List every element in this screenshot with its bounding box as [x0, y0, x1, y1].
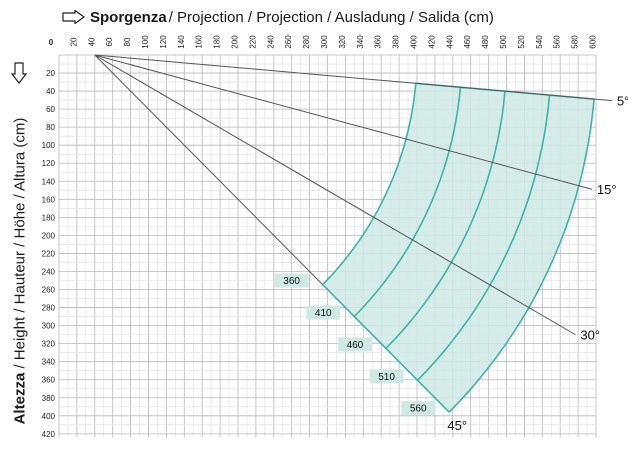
x-tick-label: 120 — [159, 35, 168, 49]
y-tick-label: 20 — [46, 69, 55, 78]
x-tick-label: 320 — [338, 35, 347, 49]
y-tick-label: 280 — [42, 304, 56, 313]
x-tick-label: 480 — [481, 35, 490, 49]
y-tick-label: 260 — [42, 286, 56, 295]
y-tick-label: 380 — [42, 394, 56, 403]
arm-length-label: 560 — [410, 404, 427, 415]
x-tick-label: 560 — [553, 35, 562, 49]
y-tick-label: 140 — [42, 177, 56, 186]
angle-line — [94, 54, 593, 190]
x-tick-label: 160 — [195, 35, 204, 49]
y-tick-label: 320 — [42, 340, 56, 349]
y-tick-label: 200 — [42, 231, 56, 240]
y-tick-label: 40 — [46, 87, 55, 96]
x-tick-label: 20 — [69, 37, 78, 46]
x-tick-label: 500 — [499, 35, 508, 49]
y-tick-label: 340 — [42, 358, 56, 367]
x-tick-label: 280 — [302, 35, 311, 49]
x-tick-label: 80 — [123, 37, 132, 46]
angle-lines — [94, 54, 612, 413]
x-tick-label: 580 — [571, 35, 580, 49]
arm-arc — [353, 87, 462, 318]
coverage-bottom-edge — [322, 284, 450, 413]
arm-length-box — [337, 337, 372, 352]
angle-line — [94, 54, 576, 336]
y-tick-label: 300 — [42, 322, 56, 331]
arm-length-box — [306, 305, 341, 320]
x-tick-label: 220 — [248, 35, 257, 49]
arm-arc — [417, 95, 551, 381]
y-tick-label: 220 — [42, 249, 56, 258]
arm-length-box — [274, 273, 309, 288]
y-tick-labels: 20 40 60 80 100 120 140 160 180 200 220 240 260 280 30… — [42, 69, 56, 439]
angle-label: 30° — [580, 328, 600, 343]
y-tick-label: 420 — [42, 430, 56, 439]
x-tick-labels: 20 40 60 80 100 120 140 160 180 200 220 240 260 280 30… — [69, 35, 597, 49]
y-tick-label: 100 — [42, 141, 56, 150]
x-tick-label: 260 — [284, 35, 293, 49]
y-tick-label: 400 — [42, 412, 56, 421]
angle-line — [94, 54, 612, 102]
x-tick-label: 40 — [87, 37, 96, 46]
y-tick-label: 60 — [46, 105, 55, 114]
x-tick-label: 180 — [213, 35, 222, 49]
arm-length-labels: 360 410 460 510 560 — [274, 273, 436, 416]
x-zero-label: 0 — [49, 38, 54, 47]
x-tick-label: 440 — [445, 35, 454, 49]
y-tick-label: 360 — [42, 376, 56, 385]
angle-label: 15° — [597, 182, 617, 197]
arm-length-label: 360 — [283, 276, 300, 287]
x-tick-label: 460 — [463, 35, 472, 49]
x-tick-label: 420 — [427, 35, 436, 49]
x-tick-label: 60 — [105, 37, 114, 46]
x-tick-label: 400 — [410, 35, 419, 49]
right-arrow-icon — [62, 10, 86, 24]
x-tick-label: 100 — [141, 35, 150, 49]
x-tick-label: 200 — [231, 35, 240, 49]
arm-arc — [448, 98, 595, 413]
x-tick-label: 380 — [392, 35, 401, 49]
header-bold: Sporgenza — [90, 8, 167, 26]
x-tick-label: 300 — [320, 35, 329, 49]
arm-arc — [385, 91, 506, 349]
angle-label: 45° — [447, 418, 467, 433]
y-tick-label: 180 — [42, 213, 56, 222]
arm-length-box — [401, 401, 436, 416]
x-tick-label: 520 — [517, 35, 526, 49]
arm-length-box — [369, 369, 404, 384]
y-tick-label: 240 — [42, 267, 56, 276]
arm-arc — [322, 83, 417, 286]
x-tick-label: 360 — [374, 35, 383, 49]
angle-label: 5° — [617, 94, 628, 109]
down-arrow-icon — [11, 62, 27, 84]
coverage-area — [322, 83, 595, 413]
x-tick-label: 600 — [589, 35, 598, 49]
y-tick-label: 120 — [42, 159, 56, 168]
x-tick-label: 340 — [356, 35, 365, 49]
x-tick-label: 240 — [266, 35, 275, 49]
arm-length-label: 410 — [315, 308, 332, 319]
header-title: Sporgenza / Projection / Projection / Au… — [62, 6, 494, 28]
y-tick-label: 160 — [42, 195, 56, 204]
header-rest: / Projection / Projection / Ausladung / … — [168, 8, 494, 26]
arm-length-label: 460 — [347, 340, 364, 351]
arm-length-label: 510 — [378, 372, 395, 383]
x-tick-label: 540 — [535, 35, 544, 49]
x-tick-label: 140 — [177, 35, 186, 49]
y-tick-label: 80 — [46, 123, 55, 132]
angle-labels: 5° 15° 30° 45° — [447, 94, 628, 434]
